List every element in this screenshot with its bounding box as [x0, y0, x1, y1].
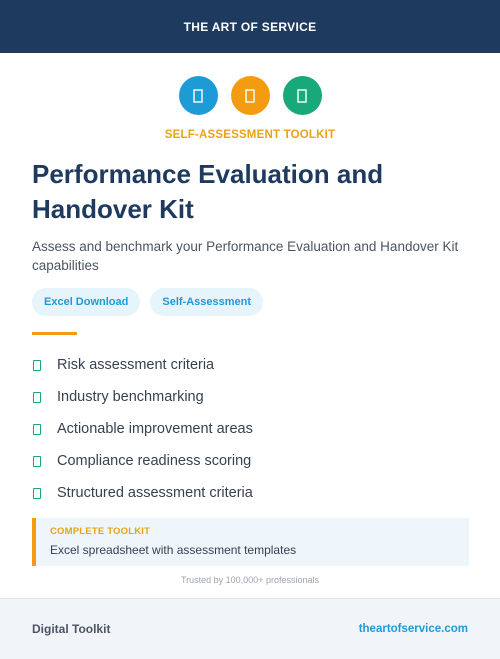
feature-label: Actionable improvement areas [57, 421, 253, 437]
document-icon [282, 76, 322, 115]
document-icon [178, 76, 218, 115]
tag-self-assessment: Self-Assessment [150, 288, 264, 316]
subtitle: Assess and benchmark your Performance Ev… [32, 239, 459, 273]
footer: Digital Toolkit theartofservice.com [0, 598, 500, 659]
toolkit-callout: COMPLETE TOOLKIT Excel spreadsheet with … [32, 518, 469, 566]
document-icon [230, 76, 270, 115]
checkbox-icon [33, 487, 41, 499]
feature-item: Industry benchmarking [32, 381, 472, 413]
callout-text: Excel spreadsheet with assessment templa… [50, 543, 297, 557]
callout-label: COMPLETE TOOLKIT [50, 526, 151, 537]
feature-label: Industry benchmarking [57, 389, 204, 405]
accent-divider [32, 332, 77, 335]
tag-excel-download: Excel Download [32, 288, 141, 316]
header-bar: THE ART OF SERVICE [0, 0, 500, 53]
feature-item: Risk assessment criteria [32, 349, 472, 381]
kicker-label: SELF-ASSESSMENT TOOLKIT [164, 129, 336, 141]
checkbox-icon [33, 359, 41, 371]
feature-label: Risk assessment criteria [57, 357, 215, 373]
feature-list: Risk assessment criteria Industry benchm… [32, 349, 472, 509]
page-title: Performance Evaluation and Handover Kit [32, 159, 384, 224]
feature-item: Compliance readiness scoring [32, 445, 472, 477]
feature-label: Structured assessment criteria [57, 485, 253, 501]
tag-list: Excel Download Self-Assessment [32, 288, 264, 316]
brand-name: THE ART OF SERVICE [183, 19, 317, 34]
checkbox-icon [33, 455, 41, 467]
feature-label: Compliance readiness scoring [57, 453, 252, 469]
checkbox-icon [33, 391, 41, 403]
footer-label: Digital Toolkit [32, 622, 111, 636]
icon-row [0, 76, 500, 115]
feature-item: Actionable improvement areas [32, 413, 472, 445]
trusted-note: Trusted by 100,000+ professionals [180, 575, 319, 585]
feature-item: Structured assessment criteria [32, 477, 472, 509]
website-link[interactable]: theartofservice.com [358, 623, 468, 635]
checkbox-icon [33, 423, 41, 435]
